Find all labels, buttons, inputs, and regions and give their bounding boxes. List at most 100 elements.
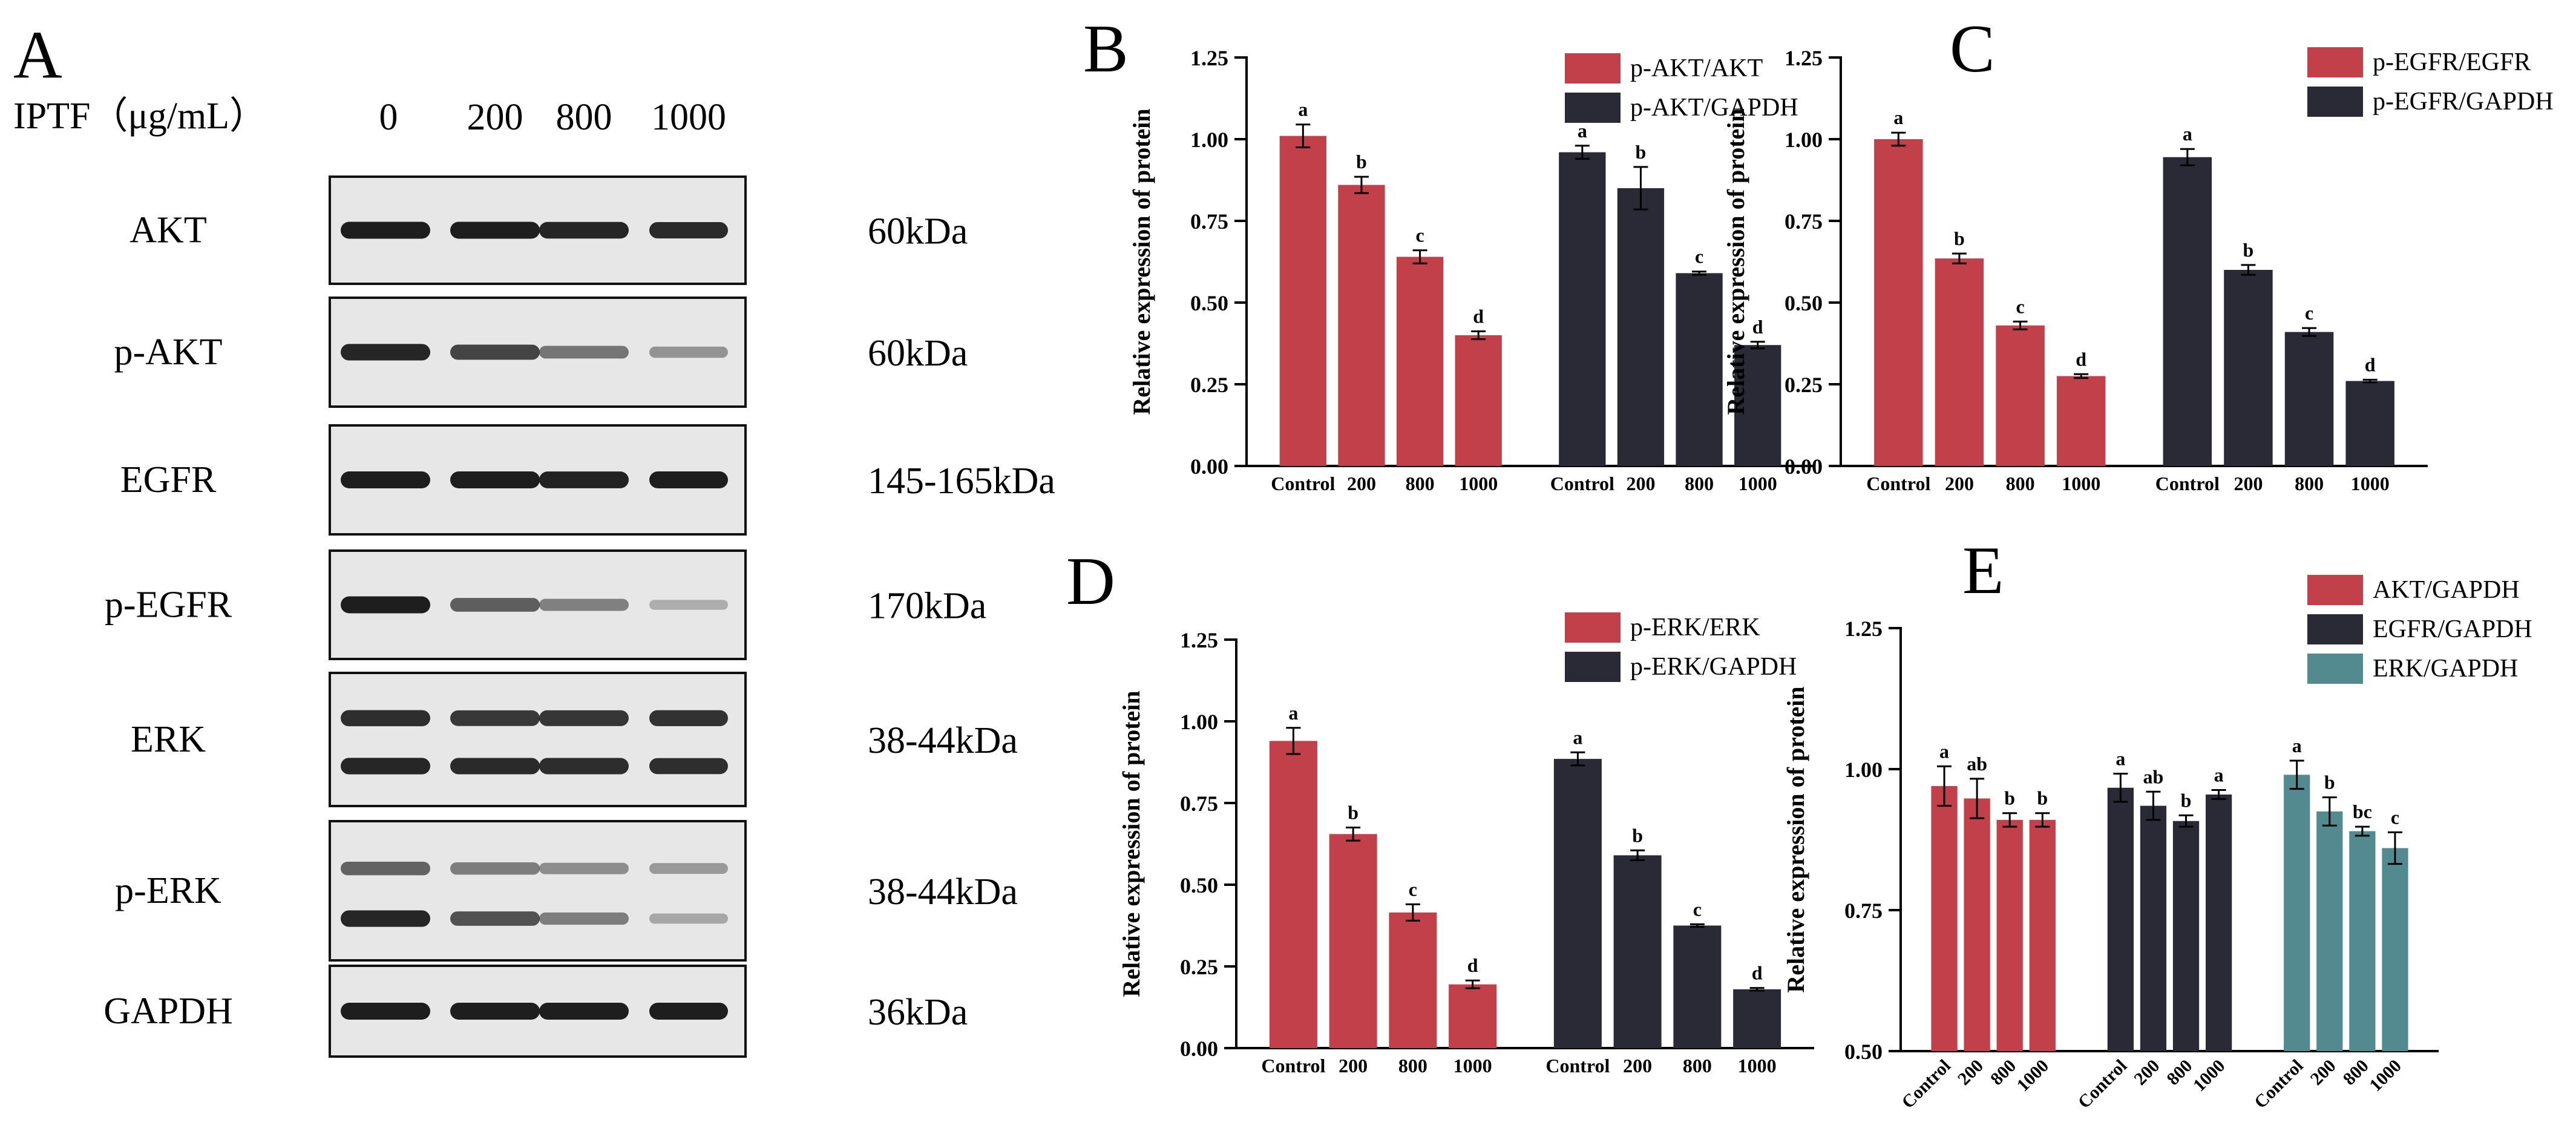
bar: [2107, 787, 2134, 1051]
y-tick-label: 0.50: [1190, 291, 1228, 315]
blot-row-egfr: EGFR 145-165kDa: [120, 424, 1055, 536]
y-tick-label: 0.25: [1180, 955, 1218, 979]
molecular-weight-label: 38-44kDa: [868, 720, 1018, 761]
significance-letter: a: [1893, 107, 1903, 128]
bar: [1389, 912, 1437, 1048]
protein-band: [450, 598, 540, 612]
significance-letter: c: [2016, 295, 2024, 317]
protein-band: [539, 221, 629, 239]
legend-swatch: [1565, 93, 1621, 123]
dose-label: 0: [379, 97, 398, 138]
legend-swatch: [2307, 654, 2363, 684]
blot-row-gapdh: GAPDH 36kDa: [103, 965, 968, 1058]
protein-band: [539, 346, 629, 359]
chart-d: D 0.00 0.25 0.50 0.75 1.00 1.25 Relative expres…: [1066, 544, 1814, 1077]
significance-letter: a: [2214, 764, 2224, 785]
bar: [2029, 819, 2056, 1051]
legend-label: p-EGFR/GAPDH: [2373, 88, 2554, 116]
bar: [1613, 855, 1662, 1048]
protein-band: [341, 710, 430, 727]
molecular-weight-label: 36kDa: [868, 992, 968, 1033]
x-tick-label: Control: [1271, 473, 1335, 494]
protein-band: [649, 221, 728, 239]
x-tick-label: 200: [2130, 1056, 2163, 1089]
significance-letter: c: [2391, 806, 2399, 828]
protein-band: [341, 221, 430, 239]
bar: [2316, 811, 2343, 1051]
bar: [1874, 139, 1923, 466]
blot-row-p-erk: p-ERK 38-44kDa: [115, 820, 1018, 962]
x-tick-label: Control: [1545, 1055, 1610, 1077]
protein-band: [539, 758, 629, 775]
significance-letter: a: [2116, 747, 2125, 769]
x-tick-label: Control: [2155, 473, 2220, 494]
significance-letter: b: [1348, 802, 1358, 824]
significance-letter: b: [2181, 789, 2192, 811]
molecular-weight-label: 145-165kDa: [868, 461, 1055, 502]
bar: [1449, 984, 1497, 1048]
x-tick-label: Control: [2250, 1056, 2307, 1113]
panel-letter: C: [1950, 11, 1995, 87]
y-tick-label: 0.00: [1785, 454, 1823, 479]
y-tick-label: 1.25: [1190, 46, 1228, 70]
legend-swatch: [1565, 612, 1621, 643]
y-tick-label: 1.00: [1190, 128, 1228, 152]
legend-swatch: [2307, 87, 2363, 117]
y-axis-label: Relative expression of protein: [1782, 686, 1809, 992]
legend-label: ERK/GAPDH: [2373, 655, 2518, 683]
x-tick-label: 1000: [2189, 1056, 2229, 1096]
x-tick-label: 1000: [1738, 1055, 1777, 1077]
protein-band: [341, 1003, 430, 1020]
chart-e: E 0.50 0.75 1.00 1.25 Relative expression of …: [1782, 533, 2532, 1112]
bar: [1559, 152, 1606, 467]
protein-band: [649, 600, 728, 610]
x-tick-label: 800: [1406, 473, 1435, 494]
x-tick-label: 1000: [2013, 1056, 2053, 1096]
significance-letter: d: [1752, 962, 1763, 984]
y-tick-label: 1.00: [1844, 758, 1883, 782]
blot-row-akt: AKT 60kDa: [129, 175, 968, 285]
x-tick-label: Control: [1898, 1056, 1955, 1113]
bar: [1338, 185, 1385, 466]
protein-band: [450, 862, 540, 875]
significance-letter: c: [1695, 246, 1703, 267]
legend-label: p-AKT/AKT: [1630, 54, 1763, 82]
x-tick-label: 1000: [2365, 1056, 2405, 1096]
bar: [1996, 325, 2045, 466]
x-tick-label: 200: [2234, 473, 2263, 494]
legend-label: p-ERK/ERK: [1630, 614, 1760, 641]
bar: [1279, 136, 1326, 467]
protein-band: [450, 710, 540, 726]
y-tick-label: 0.00: [1180, 1037, 1218, 1061]
protein-label: EGFR: [120, 459, 217, 500]
significance-letter: d: [1752, 316, 1763, 338]
bar: [2140, 805, 2167, 1051]
bar: [1673, 925, 1722, 1048]
x-tick-label: 1000: [1459, 473, 1498, 494]
legend-swatch: [1565, 53, 1621, 84]
bar: [2345, 381, 2394, 466]
significance-letter: c: [2305, 302, 2313, 324]
significance-letter: c: [1415, 225, 1424, 246]
protein-band: [341, 758, 430, 775]
significance-letter: a: [1288, 702, 1298, 724]
protein-band: [450, 1003, 540, 1020]
protein-label: GAPDH: [103, 991, 233, 1032]
chart-c: C 0.00 0.25 0.50 0.75 1.00 1.25 Relative expres…: [1722, 11, 2554, 494]
bar: [2205, 794, 2232, 1051]
significance-letter: d: [2076, 348, 2086, 370]
protein-band: [341, 471, 430, 488]
y-tick-label: 1.00: [1785, 128, 1823, 152]
protein-band: [341, 344, 430, 361]
y-tick-label: 0.50: [1785, 291, 1823, 315]
panel-letter: B: [1083, 11, 1129, 87]
protein-band: [649, 913, 728, 924]
y-tick-label: 0.50: [1844, 1040, 1883, 1064]
bar: [2163, 157, 2212, 466]
protein-band: [539, 862, 629, 874]
panel-letter: D: [1066, 544, 1115, 619]
blot-row-p-egfr: p-EGFR 170kDa: [105, 549, 986, 660]
blot-frame: [329, 820, 747, 962]
x-tick-label: 1000: [2351, 473, 2390, 494]
